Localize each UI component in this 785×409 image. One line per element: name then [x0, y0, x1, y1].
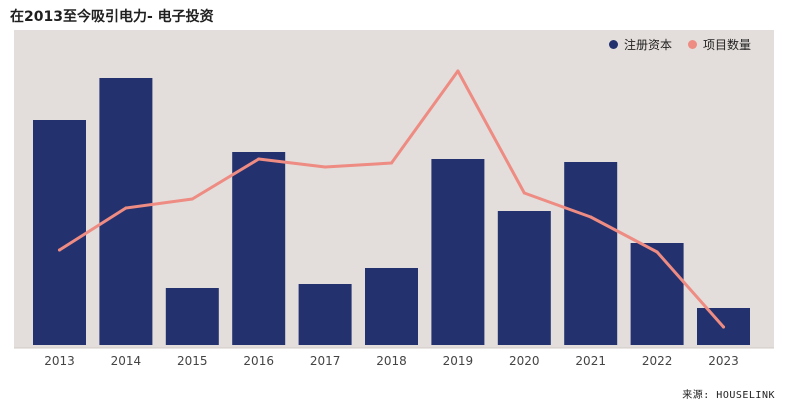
- line-point-2015: [190, 197, 194, 201]
- line-point-2019: [456, 69, 460, 73]
- line-point-2021: [589, 215, 593, 219]
- line-point-2020: [522, 191, 526, 195]
- bar-2017: [298, 284, 352, 345]
- line-point-2018: [390, 161, 393, 165]
- legend-item-projects: 项目数量: [687, 36, 751, 53]
- x-tick-label-2013: 2013: [44, 354, 75, 368]
- bar-2014: [99, 78, 153, 345]
- bar-2018: [365, 268, 418, 345]
- chart-title: 在2013至今吸引电力- 电子投资: [10, 9, 214, 25]
- x-tick-label-2017: 2017: [310, 354, 341, 368]
- line-point-2014: [124, 206, 128, 210]
- line-point-2016: [257, 157, 261, 161]
- x-tick-label-2019: 2019: [443, 354, 474, 368]
- legend-item-capital: 注册资本: [608, 36, 672, 53]
- x-tick-label-2014: 2014: [111, 354, 142, 368]
- bar-2015: [165, 288, 219, 345]
- legend-label-projects: 项目数量: [702, 38, 751, 52]
- bar-2019: [431, 159, 485, 345]
- x-tick-label-2021: 2021: [575, 354, 606, 368]
- line-point-2023: [722, 325, 725, 329]
- bar-2022: [630, 243, 684, 345]
- x-tick-label-2015: 2015: [177, 354, 208, 368]
- bar-2020: [497, 211, 551, 345]
- source-note: 来源: HOUSELINK: [682, 390, 775, 401]
- legend-label-capital: 注册资本: [623, 38, 672, 52]
- bar-2016: [232, 152, 286, 345]
- x-tick-label-2023: 2023: [708, 354, 739, 368]
- x-tick-label-2022: 2022: [642, 354, 673, 368]
- legend-swatch-projects: [687, 40, 697, 49]
- bar-2013: [33, 120, 86, 345]
- legend-swatch-capital: [608, 40, 618, 49]
- x-tick-label-2020: 2020: [509, 354, 540, 368]
- x-tick-label-2016: 2016: [243, 354, 274, 368]
- legend: 注册资本 项目数量: [608, 36, 751, 53]
- line-point-2022: [655, 250, 659, 254]
- line-point-2013: [58, 248, 61, 252]
- x-tick-label-2018: 2018: [376, 354, 407, 368]
- bar-2021: [564, 162, 618, 345]
- line-point-2017: [323, 165, 327, 169]
